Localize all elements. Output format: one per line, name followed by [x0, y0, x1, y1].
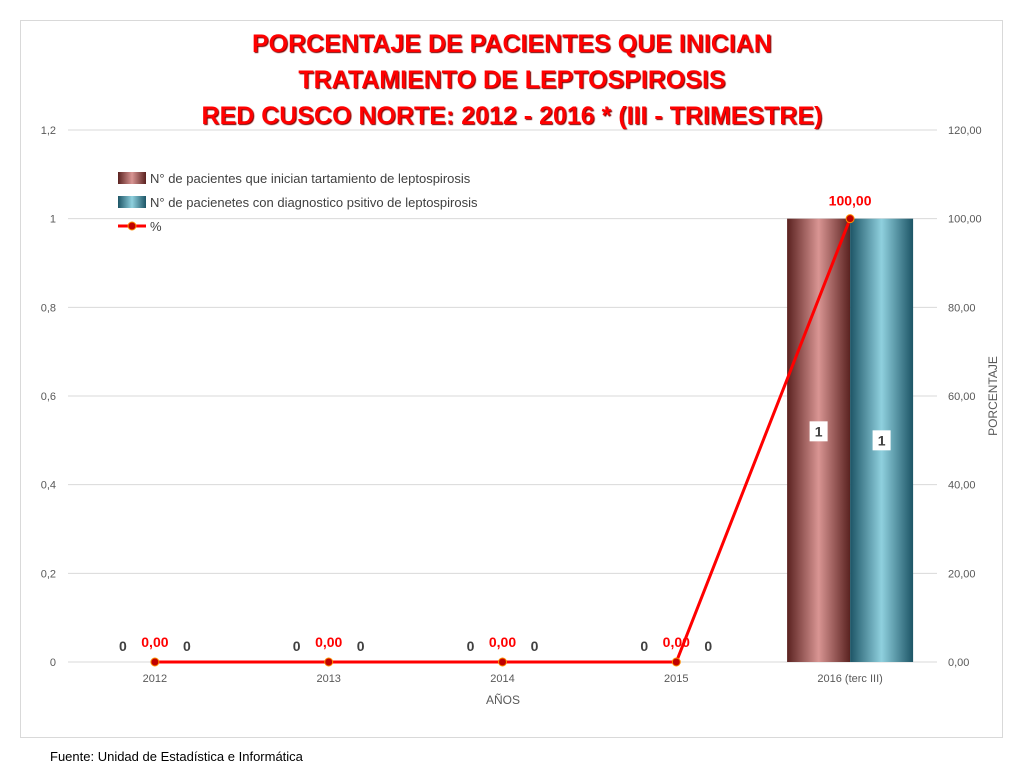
y2-tick-label: 80,00 — [948, 302, 976, 314]
line-data-label: 0,00 — [663, 634, 690, 650]
bar-data-label: 0 — [293, 638, 301, 654]
y-tick-label: 1,2 — [41, 125, 56, 137]
y2-tick-label: 20,00 — [948, 568, 976, 580]
source-note: Fuente: Unidad de Estadística e Informát… — [50, 749, 303, 764]
x-tick-label: 2015 — [664, 673, 688, 685]
line-data-label: 100,00 — [829, 193, 872, 209]
y-tick-label: 0,6 — [41, 391, 56, 403]
y2-tick-label: 100,00 — [948, 214, 982, 226]
line-point — [671, 657, 681, 667]
title-line-3: RED CUSCO NORTE: 2012 - 2016 * (III - TR… — [201, 102, 823, 130]
legend-label: % — [150, 219, 162, 234]
line-point — [150, 657, 160, 667]
bar-data-label: 0 — [119, 638, 127, 654]
bar-data-label: 1 — [878, 432, 886, 448]
x-axis-title: AÑOS — [486, 693, 520, 707]
legend-marker — [127, 221, 137, 231]
x-tick-label: 2014 — [490, 673, 514, 685]
bar-data-label: 1 — [815, 423, 823, 439]
legend-label: N° de pacientes que inician tartamiento … — [150, 171, 471, 186]
bar-data-label: 0 — [357, 638, 365, 654]
legend-label: N° de pacienetes con diagnostico psitivo… — [150, 195, 478, 210]
legend-swatch — [118, 196, 146, 208]
bar-data-label: 0 — [183, 638, 191, 654]
bar-data-label: 0 — [531, 638, 539, 654]
y2-tick-label: 120,00 — [948, 125, 982, 137]
x-tick-label: 2012 — [143, 673, 167, 685]
y2-tick-label: 0,00 — [948, 657, 969, 669]
title-line-1: PORCENTAJE DE PACIENTES QUE INICIAN — [252, 30, 772, 58]
legend-swatch — [118, 172, 146, 184]
y2-tick-label: 60,00 — [948, 391, 976, 403]
y-tick-label: 0,2 — [41, 568, 56, 580]
data-label-bg — [809, 421, 828, 442]
data-label-bg — [872, 430, 891, 451]
chart-title: PORCENTAJE DE PACIENTES QUE INICIAN TRAT… — [0, 26, 1024, 134]
bar-data-label: 0 — [467, 638, 475, 654]
line-data-label: 0,00 — [489, 634, 516, 650]
y-tick-label: 0 — [50, 657, 56, 669]
line-point — [324, 657, 334, 667]
line-data-label: 0,00 — [141, 634, 168, 650]
line-point — [498, 657, 507, 667]
line-point — [845, 214, 855, 224]
bar-data-label: 0 — [704, 638, 712, 654]
y2-tick-label: 40,00 — [948, 480, 976, 492]
y-tick-label: 0,4 — [41, 480, 56, 492]
bar-data-label: 0 — [640, 638, 648, 654]
title-line-2: TRATAMIENTO DE LEPTOSPIROSIS — [298, 66, 726, 94]
x-tick-label: 2013 — [316, 673, 340, 685]
y-tick-label: 0,8 — [41, 302, 56, 314]
x-tick-label: 2016 (terc III) — [817, 673, 882, 685]
y-tick-label: 1 — [50, 214, 56, 226]
line-data-label: 0,00 — [315, 634, 342, 650]
y2-axis-title: PORCENTAJE — [986, 356, 1000, 436]
series-line — [154, 218, 852, 664]
